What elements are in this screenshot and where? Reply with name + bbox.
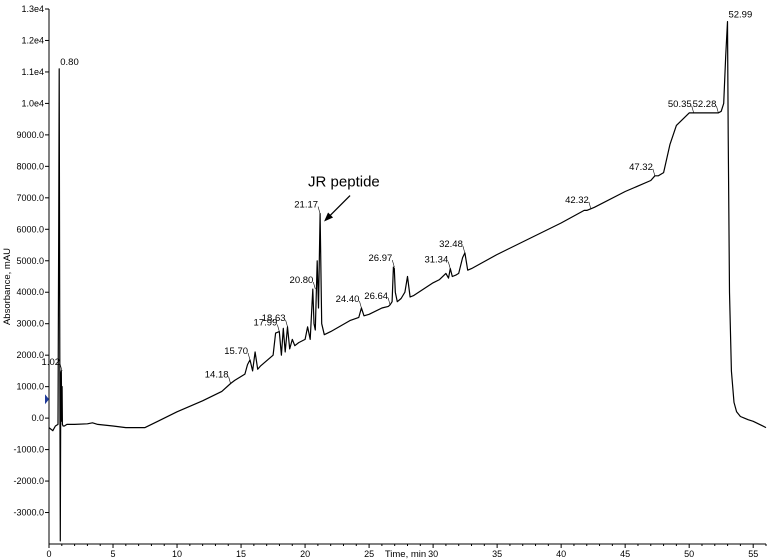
peak-label: 15.70	[224, 346, 248, 357]
x-tick-label: 20	[300, 549, 310, 559]
y-tick-label: 0.0	[31, 413, 44, 423]
peak-label: 0.80	[60, 57, 79, 68]
x-tick-label: 40	[556, 549, 566, 559]
x-tick-label: 10	[172, 549, 182, 559]
peak-leader	[359, 300, 362, 309]
peak-leader	[313, 282, 316, 290]
peak-leader	[387, 297, 391, 305]
y-tick-label: 1.0e4	[21, 98, 44, 108]
y-tick-label: 1.3e4	[21, 4, 44, 14]
y-tick-label: -1000.0	[13, 445, 44, 455]
peak-label: 50.35	[668, 99, 692, 110]
peak-leader	[691, 105, 694, 113]
peak-label: 1.02	[42, 357, 61, 368]
y-axis-title: Absorbance, mAU	[2, 248, 13, 325]
peak-leader	[447, 261, 451, 269]
peak-leader	[588, 201, 592, 209]
y-tick-label: 8000.0	[16, 161, 44, 171]
y-tick-label: 5000.0	[16, 256, 44, 266]
x-axis-ticks: 0 5 10 15 20 25 30 35 40 45 50 55	[46, 544, 767, 559]
peak-label: 26.64	[364, 291, 388, 302]
baseline-marker-icon	[45, 394, 49, 405]
peak-label: 52.28	[693, 99, 717, 110]
peak-leader	[285, 319, 288, 327]
peak-leader	[247, 352, 251, 360]
chromatogram-trace	[48, 21, 767, 542]
x-tick-label: 25	[364, 549, 374, 559]
x-tick-label: 50	[684, 549, 694, 559]
peak-label: 14.18	[205, 370, 229, 381]
peak-leader	[716, 105, 719, 113]
peak-label: 52.99	[728, 10, 752, 21]
y-tick-label: -3000.0	[13, 508, 44, 518]
x-tick-label: 30	[428, 549, 438, 559]
peak-leader	[462, 245, 466, 253]
x-axis-title: Time, min	[385, 549, 426, 559]
peak-leader	[652, 168, 656, 176]
peak-label: 31.34	[424, 255, 448, 266]
peak-label: 47.32	[629, 162, 653, 173]
annotation-arrowhead	[324, 212, 334, 222]
jr-peptide-annotation: JR peptide	[308, 174, 380, 222]
y-tick-label: 4000.0	[16, 287, 44, 297]
peak-leader	[317, 206, 321, 214]
y-tick-label: 1.2e4	[21, 35, 44, 45]
y-tick-label: 7000.0	[16, 193, 44, 203]
y-tick-label: 2000.0	[16, 350, 44, 360]
peak-label: 17.99	[254, 318, 278, 329]
y-tick-label: 9000.0	[16, 130, 44, 140]
y-tick-label: 1.1e4	[21, 67, 44, 77]
y-axis-ticks: 1.3e4 1.2e4 1.1e4 1.0e4 9000.0 8000.0 7000.0 60…	[13, 4, 49, 518]
peak-label: 24.40	[336, 294, 360, 305]
peak-label: 18.63	[262, 313, 286, 324]
peak-label: 42.32	[565, 195, 589, 206]
y-tick-label: -2000.0	[13, 476, 44, 486]
x-tick-label: 15	[236, 549, 246, 559]
y-tick-label: 6000.0	[16, 224, 44, 234]
x-tick-label: 0	[46, 549, 51, 559]
y-tick-label: 3000.0	[16, 319, 44, 329]
peak-label: 21.17	[294, 200, 318, 211]
x-tick-label: 55	[748, 549, 758, 559]
peak-label: 20.80	[290, 275, 314, 286]
x-tick-label: 5	[111, 549, 116, 559]
x-tick-label: 45	[620, 549, 630, 559]
peak-leader	[228, 376, 231, 384]
annotation-arrow	[327, 195, 351, 219]
y-tick-label: 1000.0	[16, 382, 44, 392]
annotation-label: JR peptide	[308, 174, 380, 191]
peak-leader	[59, 363, 63, 371]
x-tick-label: 35	[492, 549, 502, 559]
peak-leader	[277, 324, 280, 332]
peak-leader	[392, 259, 395, 268]
peak-label: 32.48	[439, 239, 463, 250]
peak-label: 26.97	[369, 253, 393, 264]
